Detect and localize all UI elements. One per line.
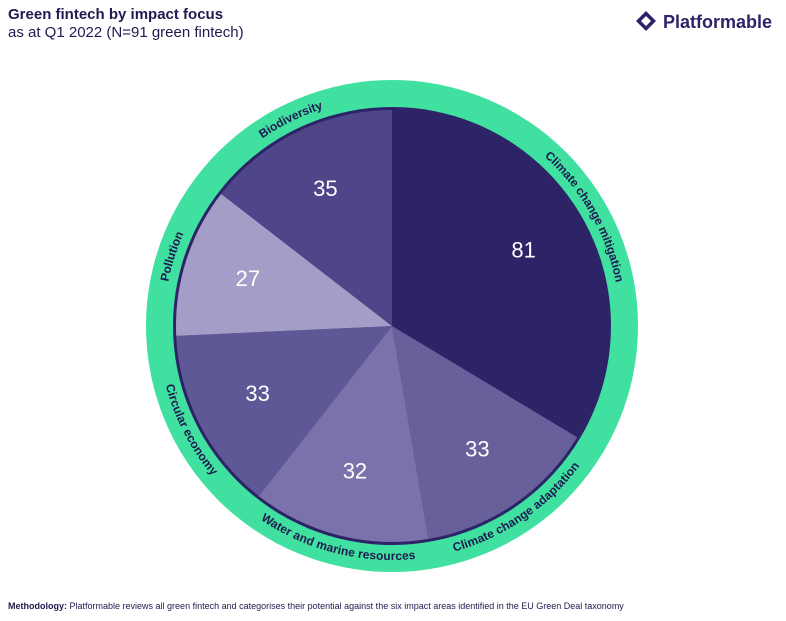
logo: Platformable <box>635 10 772 33</box>
slice <box>176 193 392 336</box>
value-label: 35 <box>313 176 337 201</box>
footer-label: Methodology: <box>8 601 67 611</box>
value-label: 81 <box>511 237 535 262</box>
footer: Methodology: Platformable reviews all gr… <box>8 601 624 611</box>
logo-icon <box>635 11 656 31</box>
value-label: 32 <box>343 458 367 483</box>
value-label: 33 <box>245 381 269 406</box>
title: Green fintech by impact focus <box>8 6 224 23</box>
value-label: 33 <box>465 437 489 462</box>
slice <box>176 326 392 496</box>
slice <box>221 110 392 326</box>
logo-text: Platformable <box>662 12 772 32</box>
value-label: 27 <box>236 266 260 291</box>
footer-text: Platformable reviews all green fintech a… <box>69 601 624 611</box>
subtitle: as at Q1 2022 (N=91 green fintech) <box>8 24 244 41</box>
slice <box>392 326 578 539</box>
slice <box>392 110 608 438</box>
slice <box>258 326 429 542</box>
